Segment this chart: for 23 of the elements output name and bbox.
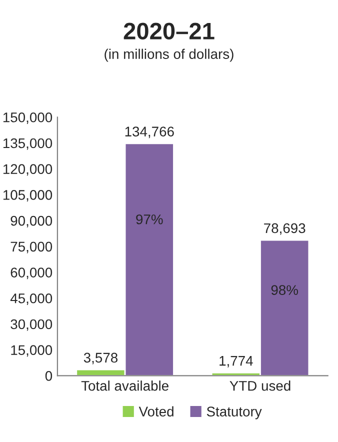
chart-subtitle: (in millions of dollars) bbox=[104, 48, 234, 62]
y-tick-label: 135,000 bbox=[3, 138, 52, 150]
y-tick-label: 30,000 bbox=[10, 319, 52, 331]
y-tick-label: 105,000 bbox=[3, 190, 52, 202]
data-label: 134,766 bbox=[125, 126, 174, 138]
y-tick-label: 0 bbox=[45, 371, 52, 381]
y-tick-label: 15,000 bbox=[11, 345, 52, 357]
y-tick-label: 150,000 bbox=[3, 112, 52, 124]
annotation: 97% bbox=[136, 214, 163, 224]
data-label: 3,578 bbox=[84, 352, 118, 364]
x-tick-label: YTD used bbox=[230, 380, 290, 391]
x-tick-label: Total available bbox=[81, 380, 168, 391]
legend-label: Voted bbox=[138, 406, 174, 416]
y-tick-label: 120,000 bbox=[3, 164, 52, 176]
annotation: 98% bbox=[271, 285, 298, 295]
y-tick-label: 90,000 bbox=[10, 216, 52, 228]
legend-label: Statutory bbox=[206, 406, 262, 420]
y-tick-label: 45,000 bbox=[10, 293, 52, 305]
y-tick-label: 60,000 bbox=[10, 268, 52, 280]
data-label: 1,774 bbox=[220, 356, 253, 368]
data-label: 78,693 bbox=[264, 223, 306, 235]
chart-title: 2020–21 bbox=[124, 22, 214, 40]
y-tick-label: 75,000 bbox=[10, 242, 52, 254]
